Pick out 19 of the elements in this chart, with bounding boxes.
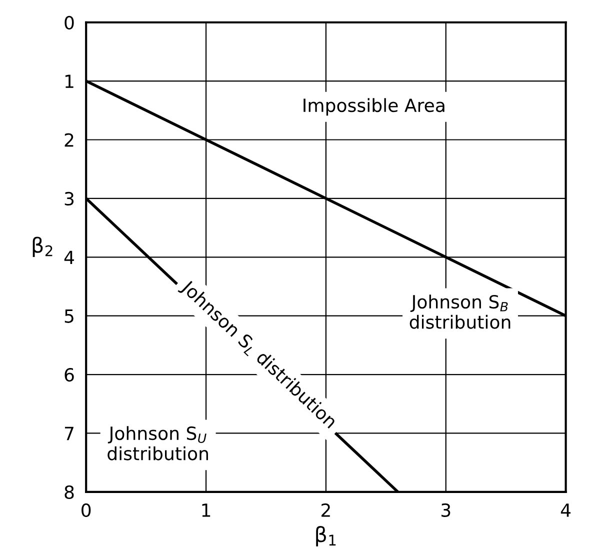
x-tick-label: 1 <box>202 504 210 517</box>
y-tick-label: 4 <box>64 250 74 264</box>
annotation: Impossible Area <box>304 98 444 116</box>
x-tick-label: 4 <box>560 504 571 517</box>
x-tick-label: 0 <box>82 503 91 518</box>
y-tick-label: 7 <box>64 426 74 440</box>
x-tick-label: 2 <box>322 503 330 517</box>
y-tick-label: 8 <box>64 485 74 500</box>
x-axis-title: β$_{1}$ <box>316 526 336 546</box>
annotation: Johnson S$_{U}$ distribution <box>108 426 208 460</box>
y-tick-label: 5 <box>64 310 74 323</box>
annotation: Johnson S$_{B}$ distribution <box>410 294 510 329</box>
y-tick-label: 0 <box>64 16 74 30</box>
x-tick-label: 3 <box>442 503 450 518</box>
y-axis-title: β$_{2}$ <box>32 236 52 258</box>
y-tick-label: 6 <box>64 368 74 382</box>
y-tick-label: 2 <box>64 133 74 147</box>
y-tick-label: 3 <box>64 192 74 206</box>
y-tick-label: 1 <box>65 74 74 88</box>
